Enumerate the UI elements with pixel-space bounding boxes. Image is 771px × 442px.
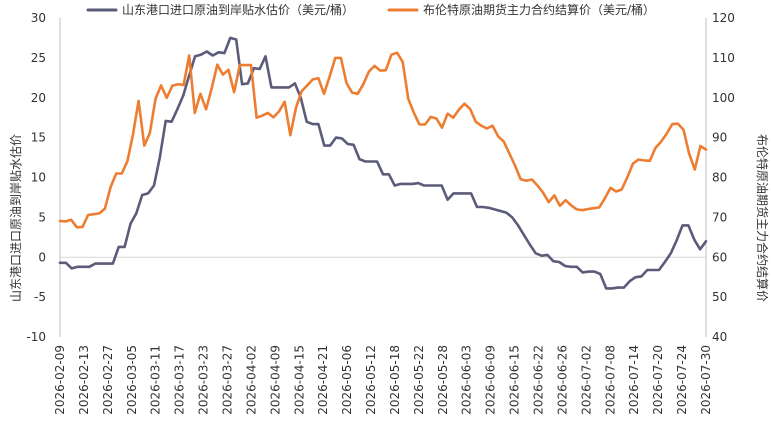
x-axis: 2026-02-09 2026-02-13 2026-02-27 2026-03-05… bbox=[53, 345, 713, 415]
x-tick-label: 2026-04-15 bbox=[292, 345, 306, 415]
x-tick-label: 2026-05-22 bbox=[412, 345, 426, 415]
legend-entry: 布伦特原油期货主力合约结算价（美元/桶） bbox=[423, 2, 655, 17]
series-line-brent bbox=[58, 51, 708, 229]
x-tick-label: 2026-07-02 bbox=[579, 345, 593, 415]
x-tick-label: 2026-06-09 bbox=[484, 345, 498, 415]
x-tick-label: 2026-07-24 bbox=[675, 345, 689, 415]
right-tick-label: 110 bbox=[712, 51, 735, 65]
x-tick-label: 2026-06-22 bbox=[532, 345, 546, 415]
x-tick-label: 2026-04-02 bbox=[244, 345, 258, 415]
right-y-axis: 40 50 60 70 80 90 100 110 120 bbox=[705, 11, 735, 344]
legend: 山东港口进口原油到岸贴水估价（美元/桶） 布伦特原油期货主力合约结算价（美元/桶） bbox=[86, 2, 655, 17]
right-tick-label: 90 bbox=[712, 131, 727, 145]
left-tick-label: 5 bbox=[38, 210, 46, 224]
left-tick-label: 20 bbox=[31, 91, 46, 105]
left-y-axis: -10 -5 0 5 10 15 20 25 30 bbox=[26, 11, 706, 344]
right-tick-label: 70 bbox=[712, 210, 727, 224]
left-tick-label: -5 bbox=[34, 290, 46, 304]
x-tick-label: 2026-06-15 bbox=[508, 345, 522, 415]
right-tick-label: 100 bbox=[712, 91, 735, 105]
x-tick-label: 2026-05-18 bbox=[388, 345, 402, 415]
x-tick-label: 2026-04-21 bbox=[316, 345, 330, 415]
right-tick-label: 80 bbox=[712, 171, 727, 185]
right-tick-label: 60 bbox=[712, 250, 727, 264]
x-tick-label: 2026-03-11 bbox=[149, 345, 163, 415]
x-tick-label: 2026-03-05 bbox=[125, 345, 139, 415]
right-tick-label: 40 bbox=[712, 330, 727, 344]
x-tick-label: 2026-07-08 bbox=[603, 345, 617, 415]
series-line-discount bbox=[58, 36, 708, 290]
x-tick-label: 2026-03-23 bbox=[197, 345, 211, 415]
x-tick-label: 2026-05-28 bbox=[436, 345, 450, 415]
x-tick-label: 2026-02-13 bbox=[77, 345, 91, 415]
x-tick-label: 2026-02-09 bbox=[53, 345, 67, 415]
x-tick-label: 2026-06-26 bbox=[555, 345, 569, 415]
x-tick-label: 2026-04-09 bbox=[268, 345, 282, 415]
left-tick-label: 0 bbox=[38, 250, 46, 264]
x-tick-label: 2026-03-17 bbox=[173, 345, 187, 415]
left-tick-label: 25 bbox=[31, 51, 46, 65]
x-tick-label: 2026-07-14 bbox=[627, 345, 641, 415]
x-tick-label: 2026-07-30 bbox=[699, 345, 713, 415]
left-tick-label: -10 bbox=[26, 330, 46, 344]
x-tick-label: 2026-06-03 bbox=[460, 345, 474, 415]
series-layer bbox=[58, 36, 708, 290]
x-tick-label: 2026-05-12 bbox=[364, 345, 378, 415]
x-tick-label: 2026-07-20 bbox=[651, 345, 665, 415]
left-axis-title: 山东港口进口原油到岸贴水估价 bbox=[9, 134, 23, 302]
x-tick-label: 2026-03-27 bbox=[220, 345, 234, 415]
right-axis-title: 布伦特原油期货主力合约结算价 bbox=[755, 134, 770, 302]
x-tick-label: 2026-05-06 bbox=[340, 345, 354, 415]
right-tick-label: 120 bbox=[712, 11, 735, 25]
legend-entry: 山东港口进口原油到岸贴水估价（美元/桶） bbox=[122, 2, 354, 17]
left-tick-label: 30 bbox=[31, 11, 46, 25]
left-tick-label: 15 bbox=[31, 131, 46, 145]
x-tick-label: 2026-02-27 bbox=[101, 345, 115, 415]
left-tick-label: 10 bbox=[31, 171, 46, 185]
right-tick-label: 50 bbox=[712, 290, 727, 304]
